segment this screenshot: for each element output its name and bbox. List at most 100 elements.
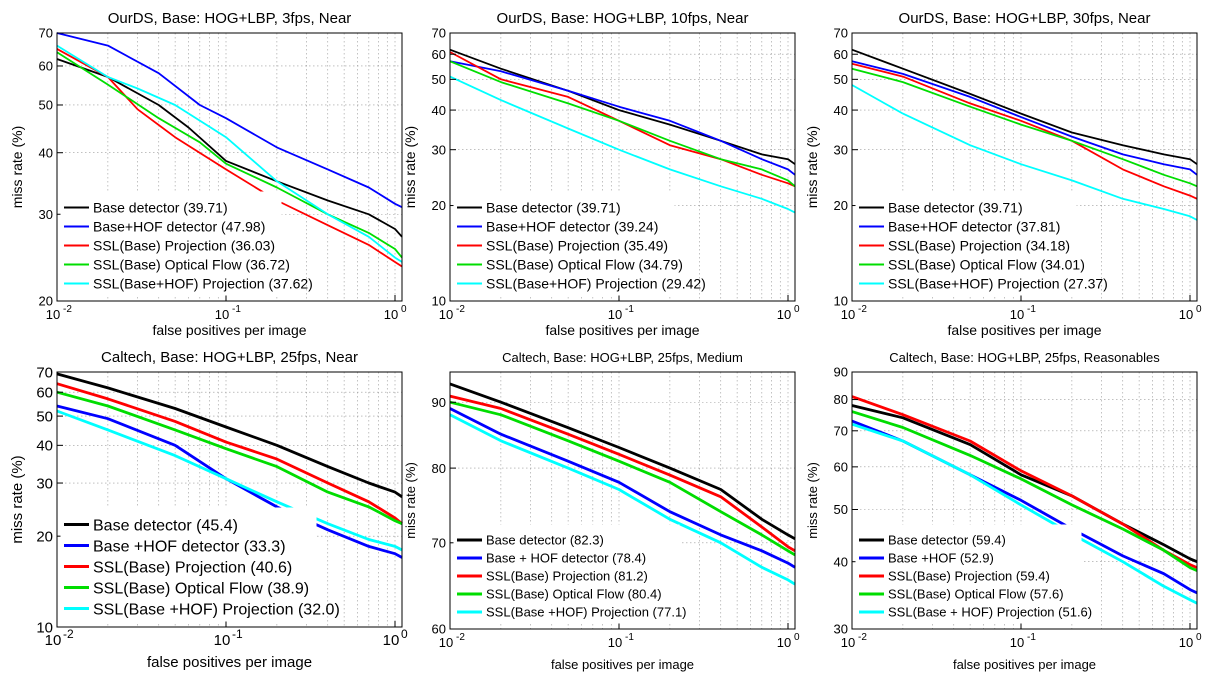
y-tick-label: 60 [834, 460, 848, 475]
y-tick-label: 50 [834, 72, 848, 87]
x-tick-label: 10 [1179, 635, 1193, 650]
y-tick-label: 50 [36, 408, 53, 425]
legend-entry: SSL(Base) Projection (35.49) [486, 238, 668, 254]
legend: Base detector (39.71) Base+HOF detector (… [60, 191, 313, 296]
x-tick-label: 10 [1010, 307, 1024, 322]
legend-entry: SSL(Base) Projection (81.2) [486, 569, 648, 584]
x-tick-label: 10 [777, 635, 791, 650]
y-tick-label: 60 [36, 385, 53, 402]
legend-entry: Base detector (39.71) [486, 200, 621, 216]
y-tick-label: 40 [834, 554, 848, 569]
y-tick-label: 20 [834, 198, 848, 213]
y-tick-label: 50 [834, 502, 848, 517]
x-tick-exponent: -1 [232, 627, 243, 641]
legend-entry: SSL(Base) Optical Flow (36.72) [93, 257, 290, 273]
y-tick-label: 20 [432, 198, 446, 213]
legend-entry: SSL(Base) Optical Flow (80.4) [486, 587, 662, 602]
legend-entry: SSL(Base) Optical Flow (34.79) [486, 257, 683, 273]
x-tick-label: 10 [214, 632, 231, 649]
chart-title: Caltech, Base: HOG+LBP, 25fps, Medium [502, 350, 743, 365]
grid [851, 33, 1197, 301]
y-tick-label: 30 [36, 475, 53, 492]
y-tick-label: 80 [432, 461, 446, 476]
y-axis-label: miss rate (%) [403, 462, 418, 539]
series-line-ssl-optical-flow [56, 51, 403, 259]
grid [56, 33, 402, 301]
x-tick-exponent: 0 [1196, 632, 1202, 643]
series-line-ssl-projection [56, 382, 403, 525]
plot-frame [449, 371, 796, 630]
y-tick-label: 10 [432, 294, 446, 309]
series-line-ssl-optical-flow [449, 400, 796, 557]
y-tick-label: 40 [36, 438, 53, 455]
series-line-hof [449, 407, 796, 569]
series-line-ssl-optical-flow [851, 410, 1198, 572]
y-tick-label: 60 [432, 622, 446, 637]
series-line-ssl-optical-flow [56, 390, 403, 525]
x-tick-label: 10 [841, 307, 855, 322]
series-line-hof [56, 32, 403, 209]
x-tick-label: 10 [777, 307, 791, 322]
legend-box [453, 524, 680, 624]
y-tick-label: 40 [39, 145, 53, 160]
y-tick-label: 90 [834, 365, 848, 380]
legend-entry: Base+HOF detector (37.81) [888, 219, 1060, 235]
legend-entry: Base + HOF detector (78.4) [486, 551, 646, 566]
y-tick-label: 60 [39, 59, 53, 74]
series-line-ssl-hof-projection [56, 44, 403, 263]
series-line-base [56, 58, 403, 238]
y-axis-label: miss rate (%) [9, 455, 26, 543]
legend-entry: SSL(Base+HOF) Projection (37.62) [93, 276, 313, 292]
legend-entry: Base detector (59.4) [888, 533, 1006, 548]
legend-box [855, 524, 1082, 624]
series-line-ssl-projection [449, 51, 796, 188]
series-line-ssl-projection [851, 62, 1198, 200]
legend-entry: Base+HOF detector (47.98) [93, 219, 265, 235]
legend-entry: SSL(Base) Optical Flow (38.9) [93, 580, 309, 597]
y-tick-label: 70 [432, 26, 446, 41]
x-tick-exponent: -1 [625, 632, 634, 643]
series-line-ssl-projection [851, 395, 1198, 569]
x-tick-label: 10 [1179, 307, 1193, 322]
x-tick-label: 10 [45, 632, 62, 649]
y-tick-label: 20 [39, 294, 53, 309]
legend: Base detector (39.71) Base+HOF detector (… [453, 191, 706, 296]
series-line-ssl-projection [449, 394, 796, 553]
legend-entry: SSL(Base) Optical Flow (34.01) [888, 257, 1085, 273]
legend-entry: Base+HOF detector (39.24) [486, 219, 658, 235]
y-tick-label: 50 [39, 98, 53, 113]
legend-entry: SSL(Base) Projection (36.03) [93, 238, 275, 254]
y-axis-label: miss rate (%) [9, 126, 25, 208]
x-tick-exponent: -2 [858, 632, 867, 643]
y-tick-label: 40 [432, 103, 446, 118]
series-line-ssl-hof-projection [851, 84, 1198, 221]
y-tick-label: 60 [432, 47, 446, 62]
y-tick-label: 70 [432, 535, 446, 550]
chart-title: OurDS, Base: HOG+LBP, 3fps, Near [108, 10, 352, 27]
x-tick-exponent: 0 [794, 632, 800, 643]
x-axis-label: false positives per image [147, 654, 312, 671]
x-tick-label: 10 [384, 307, 398, 322]
series-line-ssl-optical-flow [851, 67, 1198, 188]
x-tick-exponent: -1 [1027, 632, 1036, 643]
y-tick-label: 70 [834, 423, 848, 438]
legend-box [60, 507, 317, 622]
series-line-hof [56, 404, 403, 559]
y-tick-label: 30 [834, 142, 848, 157]
x-tick-label: 10 [46, 307, 60, 322]
x-axis-label: false positives per image [947, 322, 1101, 338]
x-tick-exponent: -2 [858, 304, 867, 315]
x-tick-label: 10 [383, 632, 400, 649]
x-tick-exponent: 0 [401, 304, 407, 315]
legend-entry: SSL(Base + HOF) Projection (51.6) [888, 605, 1092, 620]
y-tick-label: 70 [39, 26, 53, 41]
x-tick-exponent: 0 [401, 627, 408, 641]
legend-entry: SSL(Base+HOF) Projection (27.37) [888, 276, 1108, 292]
plot-frame [56, 371, 403, 628]
x-axis-label: false positives per image [545, 322, 699, 338]
